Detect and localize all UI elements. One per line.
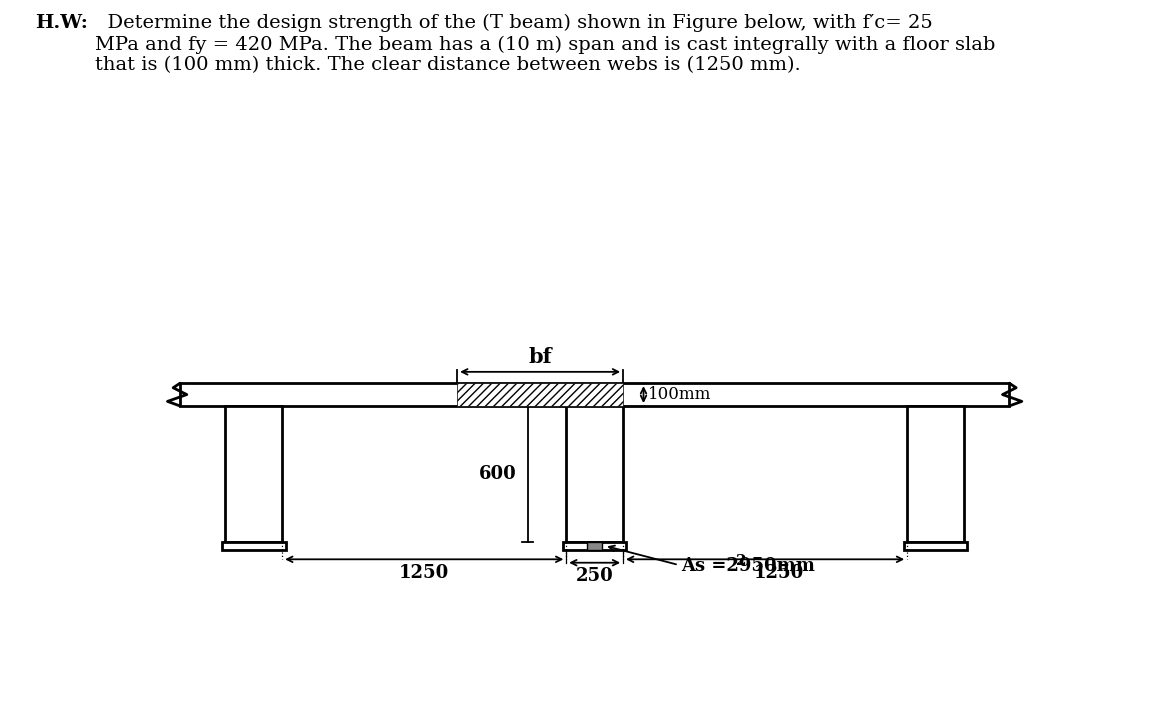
Text: 100mm: 100mm <box>648 386 711 403</box>
Text: Determine the design strength of the (T beam) shown in Figure below, with f′c= 2: Determine the design strength of the (T … <box>96 14 996 75</box>
Bar <box>567 406 623 542</box>
Bar <box>180 383 1010 406</box>
Bar <box>907 406 964 542</box>
Text: As =2950mm: As =2950mm <box>681 557 815 575</box>
Text: 1250: 1250 <box>399 564 449 582</box>
Bar <box>225 406 282 542</box>
Text: 250: 250 <box>576 567 613 585</box>
Text: H.W:: H.W: <box>35 14 87 32</box>
Text: 600: 600 <box>479 465 517 483</box>
Bar <box>588 542 602 550</box>
Text: 1250: 1250 <box>753 564 803 582</box>
Text: bf: bf <box>528 347 552 368</box>
Text: 2: 2 <box>736 554 746 568</box>
Bar <box>904 542 968 550</box>
Bar <box>563 542 626 550</box>
Bar <box>222 542 286 550</box>
Bar <box>457 383 623 406</box>
